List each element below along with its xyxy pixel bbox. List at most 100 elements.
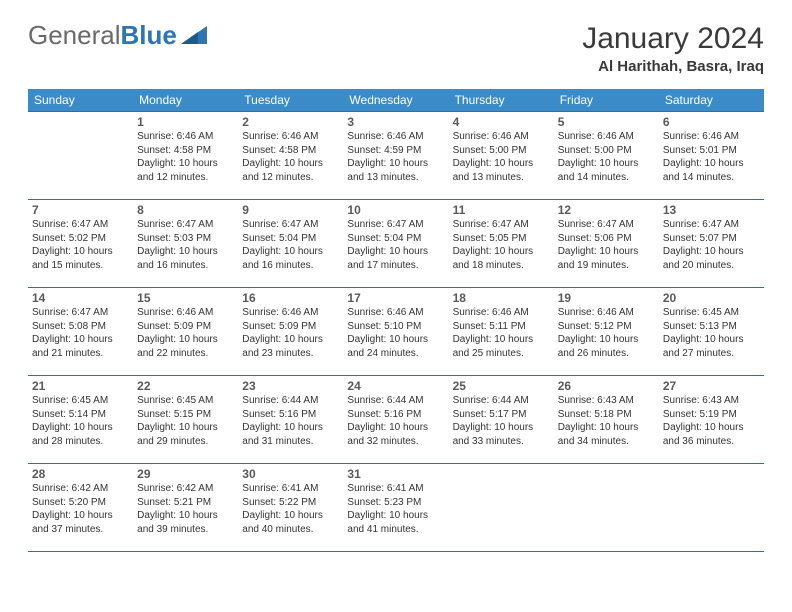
logo: GeneralBlue: [28, 22, 207, 48]
day-details: Sunrise: 6:44 AMSunset: 5:17 PMDaylight:…: [453, 394, 550, 448]
day-number: 20: [663, 291, 760, 305]
logo-text-blue: Blue: [121, 22, 177, 48]
day-details: Sunrise: 6:41 AMSunset: 5:22 PMDaylight:…: [242, 482, 339, 536]
calendar-cell: 17Sunrise: 6:46 AMSunset: 5:10 PMDayligh…: [343, 288, 448, 376]
day-details: Sunrise: 6:47 AMSunset: 5:04 PMDaylight:…: [242, 218, 339, 272]
weekday-header: Monday: [133, 89, 238, 112]
day-number: 14: [32, 291, 129, 305]
day-number: 28: [32, 467, 129, 481]
calendar-cell: 11Sunrise: 6:47 AMSunset: 5:05 PMDayligh…: [449, 200, 554, 288]
day-number: 6: [663, 115, 760, 129]
day-number: 27: [663, 379, 760, 393]
calendar-cell: [659, 464, 764, 552]
day-number: 11: [453, 203, 550, 217]
calendar-cell: 16Sunrise: 6:46 AMSunset: 5:09 PMDayligh…: [238, 288, 343, 376]
calendar-cell: 20Sunrise: 6:45 AMSunset: 5:13 PMDayligh…: [659, 288, 764, 376]
day-details: Sunrise: 6:41 AMSunset: 5:23 PMDaylight:…: [347, 482, 444, 536]
calendar-cell: 27Sunrise: 6:43 AMSunset: 5:19 PMDayligh…: [659, 376, 764, 464]
day-details: Sunrise: 6:45 AMSunset: 5:15 PMDaylight:…: [137, 394, 234, 448]
day-details: Sunrise: 6:42 AMSunset: 5:20 PMDaylight:…: [32, 482, 129, 536]
calendar-header-row: SundayMondayTuesdayWednesdayThursdayFrid…: [28, 89, 764, 112]
calendar-cell: 1Sunrise: 6:46 AMSunset: 4:58 PMDaylight…: [133, 112, 238, 200]
day-details: Sunrise: 6:45 AMSunset: 5:13 PMDaylight:…: [663, 306, 760, 360]
weekday-header: Saturday: [659, 89, 764, 112]
calendar-cell: 23Sunrise: 6:44 AMSunset: 5:16 PMDayligh…: [238, 376, 343, 464]
calendar-cell: 7Sunrise: 6:47 AMSunset: 5:02 PMDaylight…: [28, 200, 133, 288]
day-details: Sunrise: 6:47 AMSunset: 5:03 PMDaylight:…: [137, 218, 234, 272]
day-number: 4: [453, 115, 550, 129]
day-number: 5: [558, 115, 655, 129]
day-details: Sunrise: 6:43 AMSunset: 5:18 PMDaylight:…: [558, 394, 655, 448]
day-number: 25: [453, 379, 550, 393]
day-details: Sunrise: 6:47 AMSunset: 5:07 PMDaylight:…: [663, 218, 760, 272]
calendar-week-row: 7Sunrise: 6:47 AMSunset: 5:02 PMDaylight…: [28, 200, 764, 288]
calendar-cell: 15Sunrise: 6:46 AMSunset: 5:09 PMDayligh…: [133, 288, 238, 376]
day-number: 15: [137, 291, 234, 305]
day-details: Sunrise: 6:47 AMSunset: 5:06 PMDaylight:…: [558, 218, 655, 272]
calendar-cell: [449, 464, 554, 552]
day-number: 2: [242, 115, 339, 129]
day-details: Sunrise: 6:42 AMSunset: 5:21 PMDaylight:…: [137, 482, 234, 536]
weekday-header: Tuesday: [238, 89, 343, 112]
day-number: 24: [347, 379, 444, 393]
day-number: 12: [558, 203, 655, 217]
day-number: 30: [242, 467, 339, 481]
calendar-cell: 6Sunrise: 6:46 AMSunset: 5:01 PMDaylight…: [659, 112, 764, 200]
day-number: 17: [347, 291, 444, 305]
day-details: Sunrise: 6:47 AMSunset: 5:08 PMDaylight:…: [32, 306, 129, 360]
day-details: Sunrise: 6:44 AMSunset: 5:16 PMDaylight:…: [347, 394, 444, 448]
day-details: Sunrise: 6:46 AMSunset: 4:58 PMDaylight:…: [137, 130, 234, 184]
day-number: 7: [32, 203, 129, 217]
day-details: Sunrise: 6:46 AMSunset: 5:09 PMDaylight:…: [137, 306, 234, 360]
calendar-cell: 22Sunrise: 6:45 AMSunset: 5:15 PMDayligh…: [133, 376, 238, 464]
day-number: 10: [347, 203, 444, 217]
day-details: Sunrise: 6:45 AMSunset: 5:14 PMDaylight:…: [32, 394, 129, 448]
day-number: 19: [558, 291, 655, 305]
day-details: Sunrise: 6:47 AMSunset: 5:05 PMDaylight:…: [453, 218, 550, 272]
calendar-cell: 24Sunrise: 6:44 AMSunset: 5:16 PMDayligh…: [343, 376, 448, 464]
day-number: 1: [137, 115, 234, 129]
logo-text-general: General: [28, 22, 121, 48]
day-details: Sunrise: 6:46 AMSunset: 4:58 PMDaylight:…: [242, 130, 339, 184]
day-number: 13: [663, 203, 760, 217]
day-details: Sunrise: 6:46 AMSunset: 5:10 PMDaylight:…: [347, 306, 444, 360]
day-details: Sunrise: 6:46 AMSunset: 5:12 PMDaylight:…: [558, 306, 655, 360]
title-block: January 2024 Al Harithah, Basra, Iraq: [582, 22, 764, 75]
location-subtitle: Al Harithah, Basra, Iraq: [582, 58, 764, 75]
month-title: January 2024: [582, 22, 764, 56]
day-details: Sunrise: 6:47 AMSunset: 5:04 PMDaylight:…: [347, 218, 444, 272]
day-number: 18: [453, 291, 550, 305]
calendar-cell: 26Sunrise: 6:43 AMSunset: 5:18 PMDayligh…: [554, 376, 659, 464]
calendar-cell: 31Sunrise: 6:41 AMSunset: 5:23 PMDayligh…: [343, 464, 448, 552]
logo-triangle-icon: [181, 22, 207, 48]
day-number: 8: [137, 203, 234, 217]
day-details: Sunrise: 6:46 AMSunset: 5:11 PMDaylight:…: [453, 306, 550, 360]
calendar-cell: [28, 112, 133, 200]
calendar-cell: 28Sunrise: 6:42 AMSunset: 5:20 PMDayligh…: [28, 464, 133, 552]
calendar-cell: 25Sunrise: 6:44 AMSunset: 5:17 PMDayligh…: [449, 376, 554, 464]
calendar-week-row: 21Sunrise: 6:45 AMSunset: 5:14 PMDayligh…: [28, 376, 764, 464]
calendar-cell: 19Sunrise: 6:46 AMSunset: 5:12 PMDayligh…: [554, 288, 659, 376]
day-details: Sunrise: 6:46 AMSunset: 5:00 PMDaylight:…: [558, 130, 655, 184]
calendar-cell: [554, 464, 659, 552]
calendar-cell: 18Sunrise: 6:46 AMSunset: 5:11 PMDayligh…: [449, 288, 554, 376]
day-number: 16: [242, 291, 339, 305]
day-details: Sunrise: 6:46 AMSunset: 5:00 PMDaylight:…: [453, 130, 550, 184]
page-header: GeneralBlue January 2024 Al Harithah, Ba…: [28, 22, 764, 75]
weekday-header: Sunday: [28, 89, 133, 112]
calendar-week-row: 1Sunrise: 6:46 AMSunset: 4:58 PMDaylight…: [28, 112, 764, 200]
day-details: Sunrise: 6:46 AMSunset: 5:09 PMDaylight:…: [242, 306, 339, 360]
day-details: Sunrise: 6:44 AMSunset: 5:16 PMDaylight:…: [242, 394, 339, 448]
calendar-cell: 12Sunrise: 6:47 AMSunset: 5:06 PMDayligh…: [554, 200, 659, 288]
calendar-cell: 4Sunrise: 6:46 AMSunset: 5:00 PMDaylight…: [449, 112, 554, 200]
day-number: 3: [347, 115, 444, 129]
calendar-cell: 13Sunrise: 6:47 AMSunset: 5:07 PMDayligh…: [659, 200, 764, 288]
day-details: Sunrise: 6:46 AMSunset: 5:01 PMDaylight:…: [663, 130, 760, 184]
calendar-body: 1Sunrise: 6:46 AMSunset: 4:58 PMDaylight…: [28, 112, 764, 552]
calendar-cell: 5Sunrise: 6:46 AMSunset: 5:00 PMDaylight…: [554, 112, 659, 200]
day-number: 26: [558, 379, 655, 393]
calendar-cell: 29Sunrise: 6:42 AMSunset: 5:21 PMDayligh…: [133, 464, 238, 552]
calendar-cell: 3Sunrise: 6:46 AMSunset: 4:59 PMDaylight…: [343, 112, 448, 200]
day-details: Sunrise: 6:46 AMSunset: 4:59 PMDaylight:…: [347, 130, 444, 184]
calendar-week-row: 14Sunrise: 6:47 AMSunset: 5:08 PMDayligh…: [28, 288, 764, 376]
